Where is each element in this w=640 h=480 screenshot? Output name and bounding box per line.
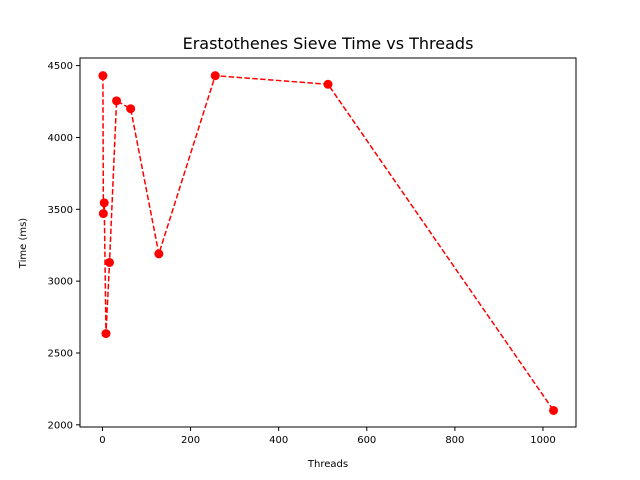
series-layer <box>98 71 559 415</box>
x-axis-ticks: 0 200 400 600 800 1000 <box>99 427 556 446</box>
y-tick-label: 2000 <box>48 420 73 431</box>
y-tick-label: 2500 <box>48 348 73 359</box>
y-tick-label: 3000 <box>48 277 73 288</box>
data-point <box>210 71 220 81</box>
data-point <box>549 405 559 415</box>
data-point <box>112 96 122 106</box>
plot-frame <box>79 57 577 428</box>
x-axis-label: Threads <box>307 459 348 470</box>
x-tick-label: 400 <box>269 435 288 446</box>
data-point <box>126 104 136 114</box>
data-point <box>101 329 111 339</box>
y-tick-label: 4500 <box>48 61 73 72</box>
x-tick-label: 600 <box>357 435 376 446</box>
y-tick-label: 4000 <box>48 133 73 144</box>
y-axis-label: Time (ms) <box>18 218 29 270</box>
data-point <box>98 209 108 219</box>
chart-title: Erastothenes Sieve Time vs Threads <box>183 34 474 53</box>
y-tick-label: 3500 <box>48 205 73 216</box>
x-tick-label: 1000 <box>530 435 555 446</box>
y-axis-ticks: 2000 2500 3000 3500 4000 4500 <box>48 61 80 431</box>
data-point <box>154 249 164 259</box>
data-point <box>105 257 115 267</box>
x-tick-label: 200 <box>181 435 200 446</box>
data-point <box>98 71 108 81</box>
x-tick-label: 0 <box>99 435 105 446</box>
data-point <box>323 79 333 89</box>
data-point <box>99 198 109 208</box>
x-tick-label: 800 <box>445 435 464 446</box>
